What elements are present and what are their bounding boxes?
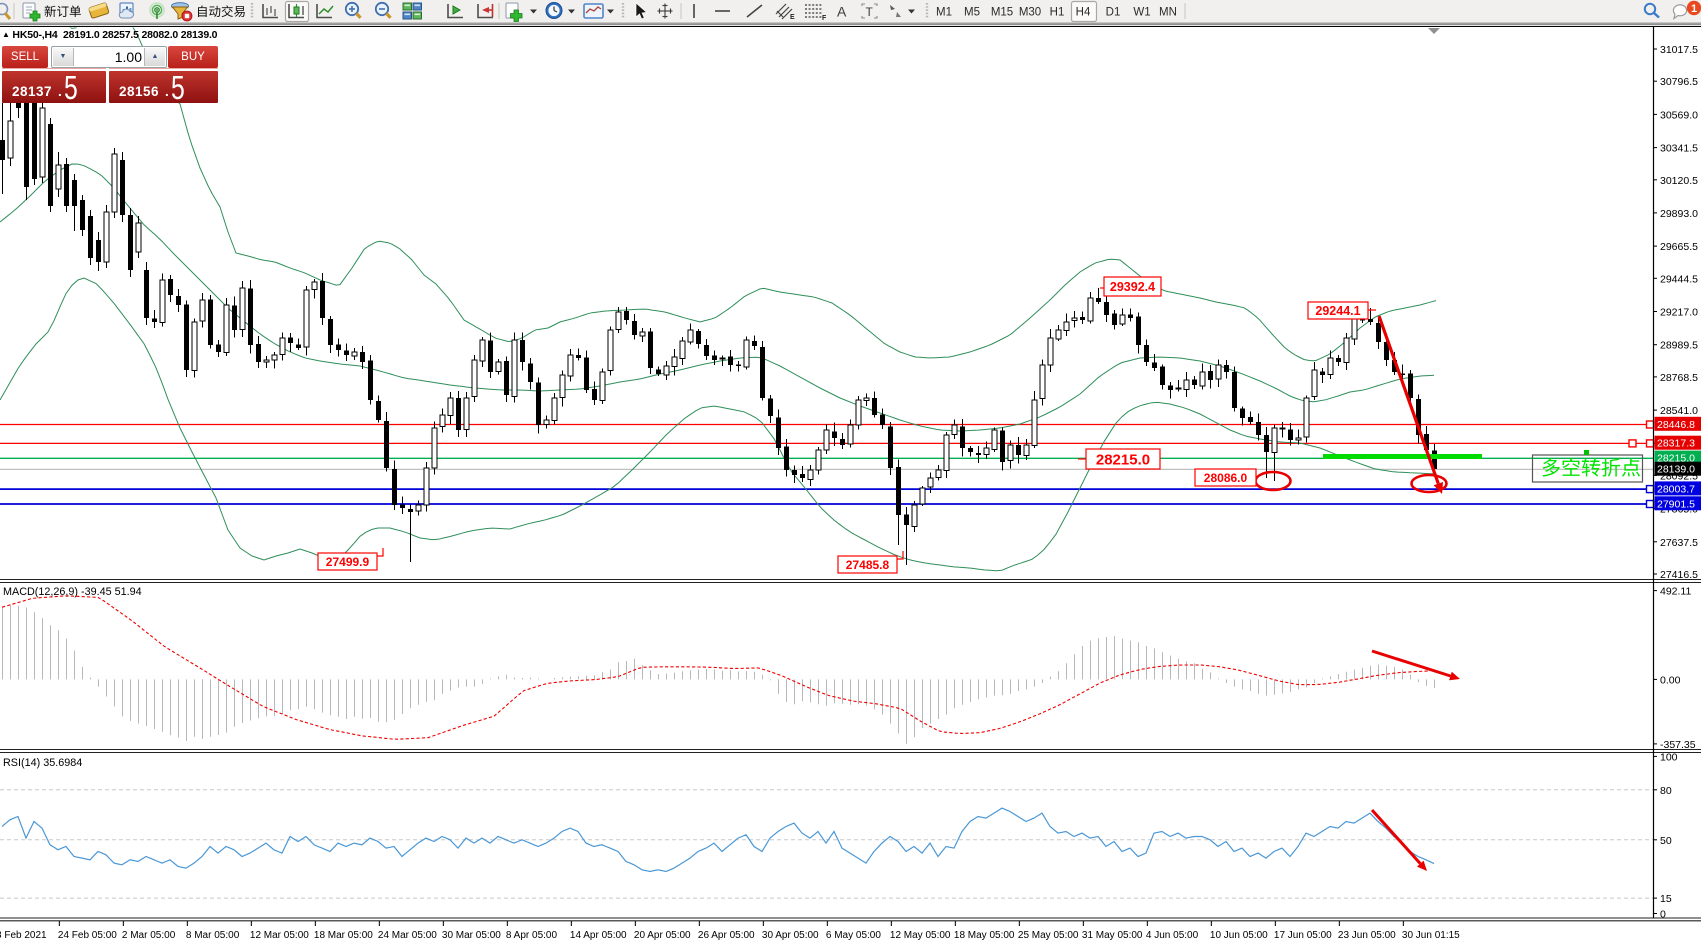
svg-text:27499.9: 27499.9 (326, 555, 370, 569)
svg-text:8 Apr 05:00: 8 Apr 05:00 (506, 930, 558, 941)
svg-text:28989.5: 28989.5 (1660, 340, 1698, 352)
svg-text:RSI(14) 35.6984: RSI(14) 35.6984 (3, 757, 82, 769)
svg-text:29244.1: 29244.1 (1315, 304, 1360, 318)
svg-text:1: 1 (1691, 3, 1697, 15)
svg-text:28215.0: 28215.0 (1096, 451, 1150, 468)
svg-text:23 Jun 05:00: 23 Jun 05:00 (1338, 930, 1396, 941)
svg-text:30120.5: 30120.5 (1660, 175, 1698, 187)
svg-text:M15: M15 (991, 7, 1013, 19)
svg-text:15: 15 (1660, 893, 1672, 905)
svg-text:T: T (866, 5, 874, 19)
svg-text:30 Apr 05:00: 30 Apr 05:00 (762, 930, 819, 941)
svg-text:30 Mar 05:00: 30 Mar 05:00 (442, 930, 501, 941)
svg-text:MACD(12,26,9) -39.45 51.94: MACD(12,26,9) -39.45 51.94 (3, 586, 142, 598)
svg-text:31017.5: 31017.5 (1660, 44, 1698, 56)
svg-text:E: E (790, 14, 795, 21)
svg-text:29893.0: 29893.0 (1660, 208, 1698, 220)
svg-text:6 May 05:00: 6 May 05:00 (826, 930, 881, 941)
svg-text:24 Mar 05:00: 24 Mar 05:00 (378, 930, 437, 941)
svg-text:A: A (837, 4, 847, 20)
svg-text:50: 50 (1660, 835, 1672, 847)
svg-text:30796.5: 30796.5 (1660, 76, 1698, 88)
svg-text:28541.0: 28541.0 (1660, 405, 1698, 417)
svg-text:12 May 05:00: 12 May 05:00 (890, 930, 951, 941)
svg-text:18 May 05:00: 18 May 05:00 (954, 930, 1015, 941)
svg-text:28768.5: 28768.5 (1660, 372, 1698, 384)
svg-text:30 Jun 01:15: 30 Jun 01:15 (1402, 930, 1460, 941)
svg-text:27485.8: 27485.8 (846, 558, 890, 572)
svg-text:31 May 05:00: 31 May 05:00 (1082, 930, 1143, 941)
svg-text:492.11: 492.11 (1660, 586, 1691, 598)
svg-text:H4: H4 (1076, 7, 1091, 19)
svg-text:29665.5: 29665.5 (1660, 241, 1698, 253)
svg-text:29392.4: 29392.4 (1110, 280, 1155, 294)
svg-text:27637.5: 27637.5 (1660, 537, 1698, 549)
svg-text:4 Jun 05:00: 4 Jun 05:00 (1146, 930, 1199, 941)
svg-text:28317.3: 28317.3 (1657, 438, 1695, 450)
svg-text:100: 100 (1660, 751, 1678, 763)
svg-text:2 Mar 05:00: 2 Mar 05:00 (122, 930, 176, 941)
svg-text:M5: M5 (964, 7, 980, 19)
svg-text:8 Mar 05:00: 8 Mar 05:00 (186, 930, 240, 941)
svg-text:27416.5: 27416.5 (1660, 569, 1698, 581)
svg-text:20 Apr 05:00: 20 Apr 05:00 (634, 930, 691, 941)
svg-text:28215.0: 28215.0 (1657, 453, 1695, 465)
svg-text:26 Apr 05:00: 26 Apr 05:00 (698, 930, 755, 941)
svg-text:29444.5: 29444.5 (1660, 273, 1698, 285)
svg-text:12 Mar 05:00: 12 Mar 05:00 (250, 930, 309, 941)
svg-text:28086.0: 28086.0 (1204, 471, 1248, 485)
svg-text:-357.35: -357.35 (1660, 739, 1696, 751)
svg-text:0: 0 (1660, 909, 1666, 921)
svg-text:27901.5: 27901.5 (1657, 498, 1695, 510)
svg-text:29217.0: 29217.0 (1660, 307, 1698, 319)
svg-text:28139.0: 28139.0 (1657, 464, 1695, 476)
svg-text:17 Jun 05:00: 17 Jun 05:00 (1274, 930, 1332, 941)
svg-text:D1: D1 (1106, 7, 1121, 19)
svg-text:25 May 05:00: 25 May 05:00 (1018, 930, 1079, 941)
svg-text:30569.0: 30569.0 (1660, 109, 1698, 121)
svg-text:0.00: 0.00 (1660, 674, 1681, 686)
svg-text:M1: M1 (936, 7, 952, 19)
svg-text:14 Apr 05:00: 14 Apr 05:00 (570, 930, 627, 941)
svg-text:28003.7: 28003.7 (1657, 483, 1695, 495)
svg-text:H1: H1 (1050, 7, 1065, 19)
svg-text:28446.8: 28446.8 (1657, 419, 1695, 431)
svg-text:30341.5: 30341.5 (1660, 143, 1698, 155)
svg-text:10 Jun 05:00: 10 Jun 05:00 (1210, 930, 1268, 941)
svg-text:M30: M30 (1019, 7, 1041, 19)
svg-text:8 Feb 2021: 8 Feb 2021 (0, 930, 47, 941)
svg-text:F: F (822, 15, 827, 22)
svg-text:MN: MN (1159, 7, 1177, 19)
svg-text:18 Mar 05:00: 18 Mar 05:00 (314, 930, 373, 941)
svg-text:W1: W1 (1133, 7, 1150, 19)
svg-text:80: 80 (1660, 785, 1672, 797)
svg-text:24 Feb 05:00: 24 Feb 05:00 (58, 930, 117, 941)
